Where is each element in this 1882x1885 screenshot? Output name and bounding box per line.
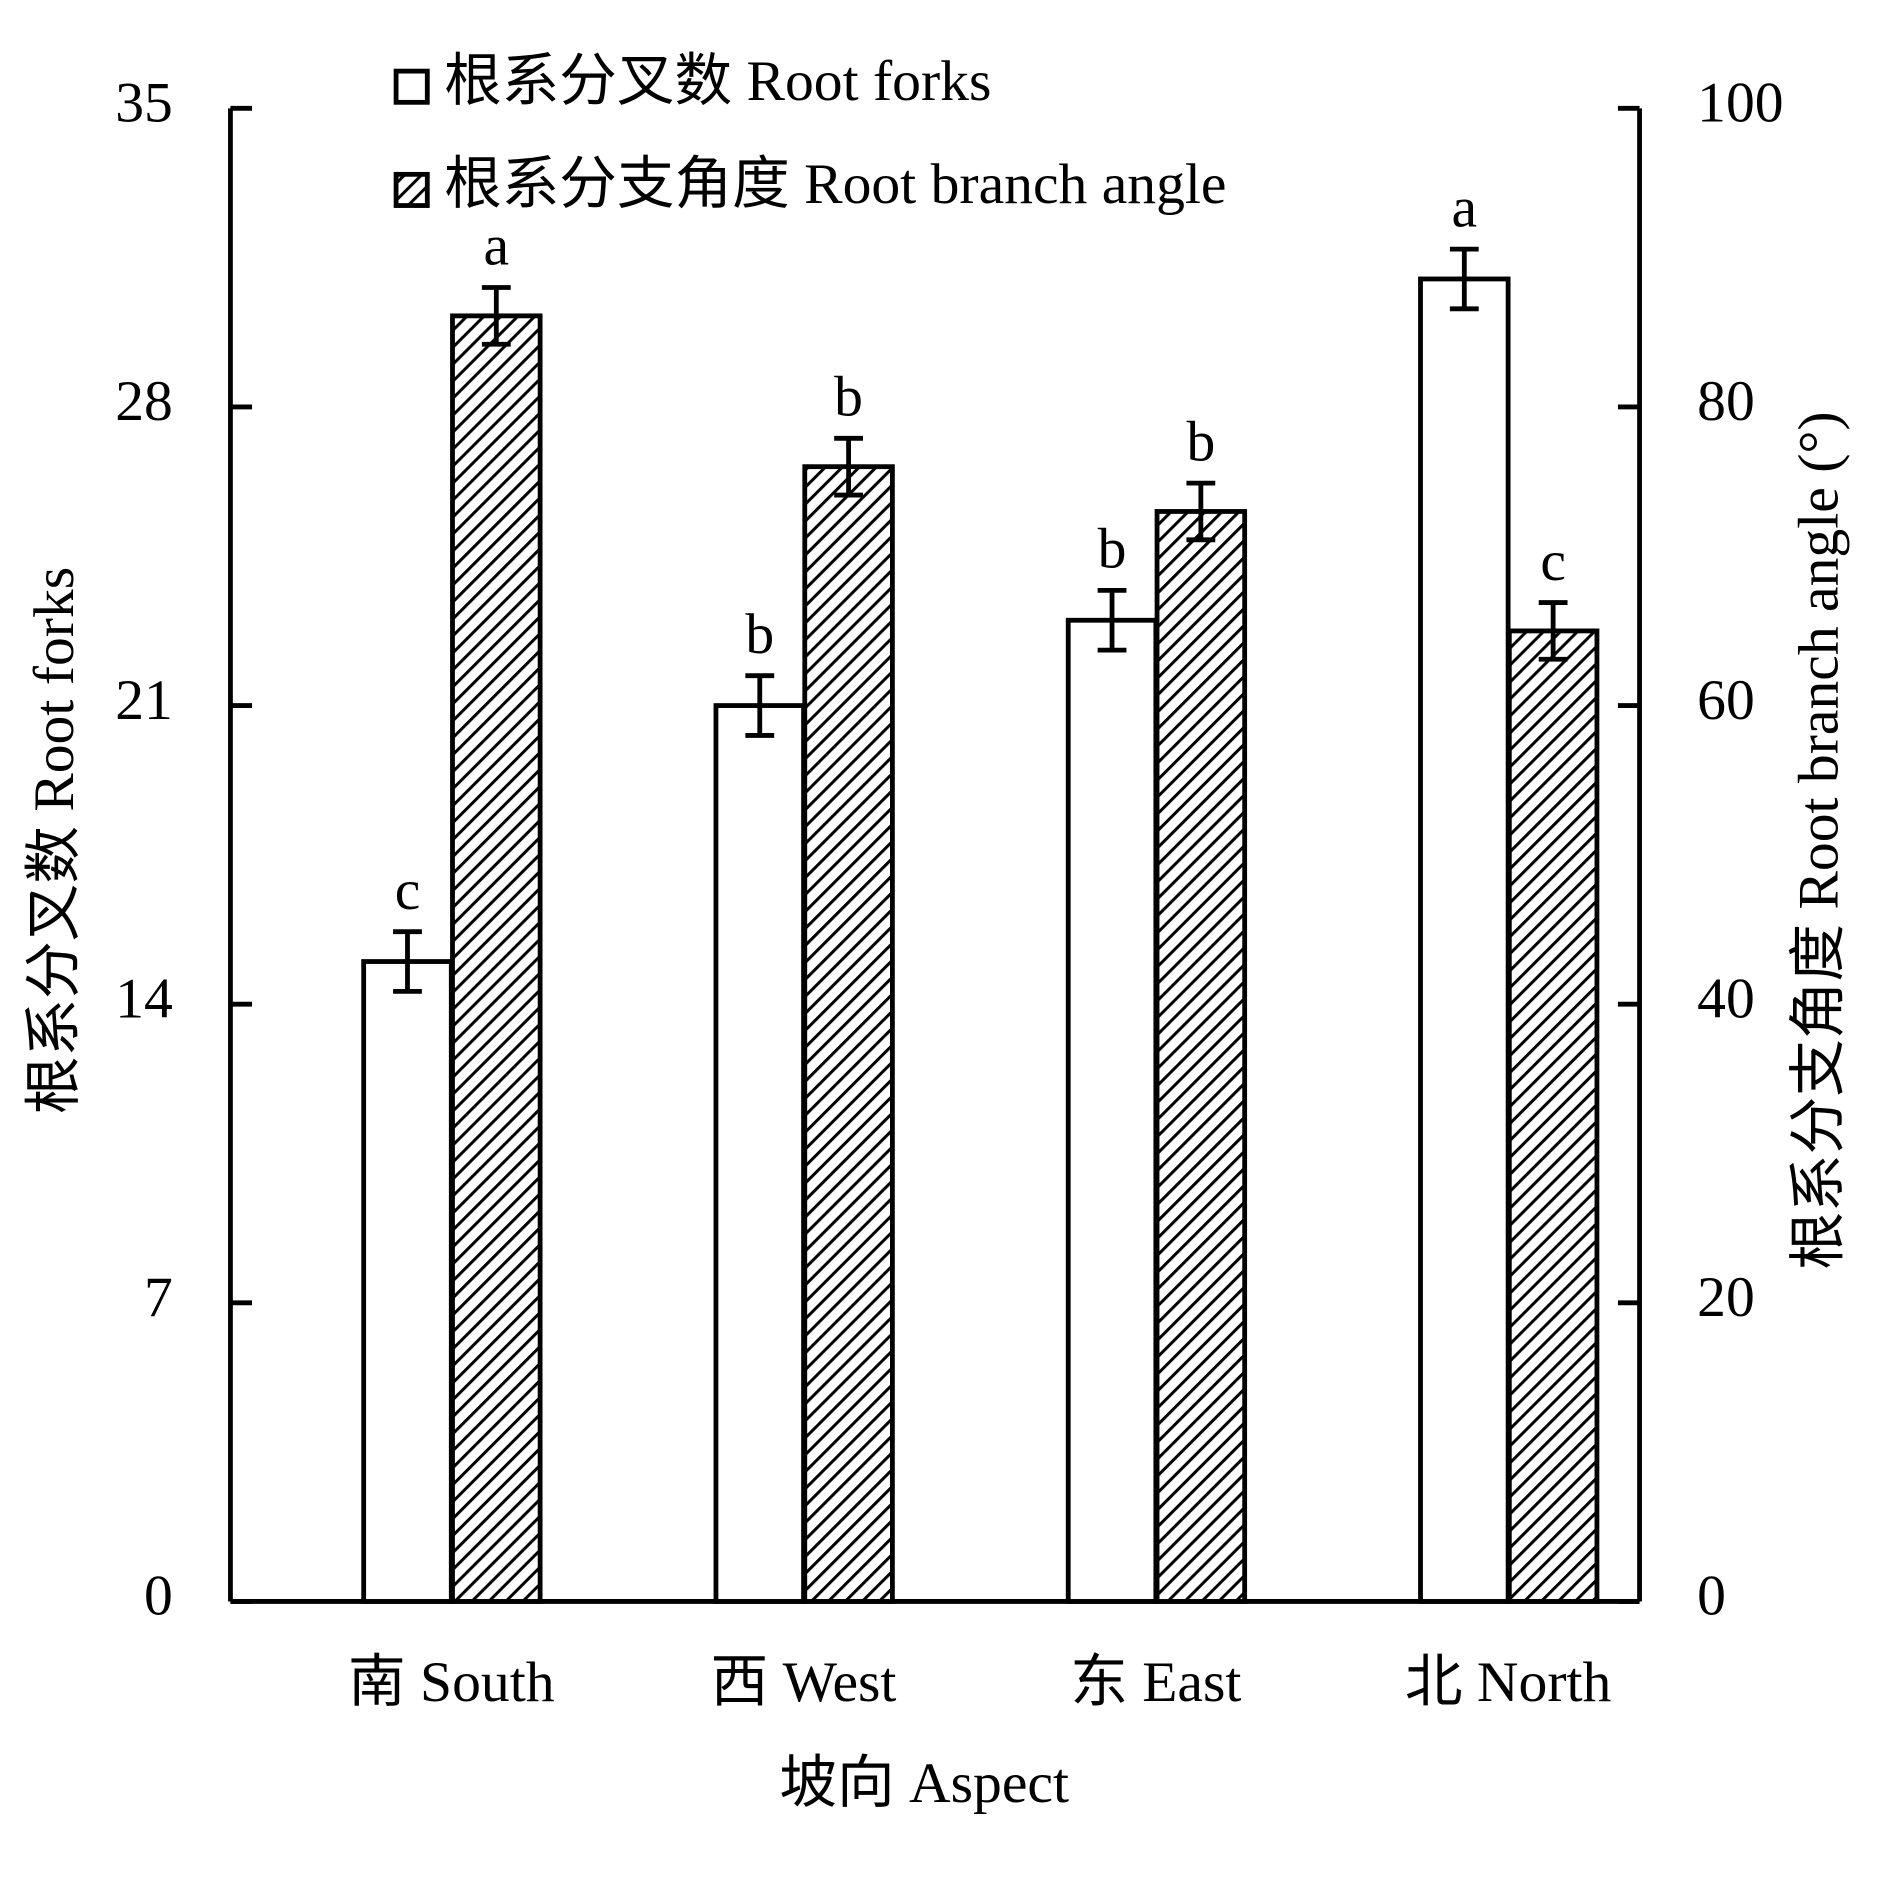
error-bar	[1449, 246, 1479, 312]
significance-letter: b	[1098, 518, 1127, 581]
y2-tick-label: 40	[1697, 967, 1755, 1030]
significance-letter: a	[1452, 176, 1478, 239]
significance-letter: b	[745, 603, 774, 666]
error-bar	[834, 435, 863, 498]
bar	[713, 703, 806, 1604]
x-tick-label: 西 West	[711, 1651, 897, 1714]
error-bar	[1097, 587, 1127, 653]
y-tick-label: 21	[115, 669, 173, 732]
y2-tick-label: 20	[1697, 1266, 1755, 1329]
y2-tick-label: 100	[1697, 72, 1783, 135]
significance-letter: b	[1186, 410, 1215, 473]
y-tick-label: 0	[144, 1565, 173, 1628]
y-tick-label: 14	[115, 967, 173, 1030]
significance-letter: b	[834, 366, 863, 429]
error-bar	[393, 929, 422, 994]
bar	[361, 959, 454, 1604]
y2-tick-label: 60	[1697, 669, 1755, 732]
legend-label: 根系分叉数 Root forks	[444, 50, 991, 113]
y-axis-title: 根系分叉数 Root forks	[23, 567, 86, 1114]
significance-letter: c	[395, 859, 421, 922]
bar	[1506, 628, 1600, 1604]
y2-tick-label: 80	[1697, 370, 1755, 433]
bar	[1418, 276, 1511, 1604]
bar	[1154, 509, 1248, 1604]
significance-letter: c	[1540, 530, 1566, 593]
y-tick-label: 7	[144, 1266, 173, 1329]
error-bar	[1538, 600, 1568, 662]
x-tick-label: 南 South	[348, 1651, 555, 1714]
legend-swatch	[393, 171, 430, 208]
bar	[450, 313, 543, 1604]
error-bar	[481, 285, 511, 347]
x-tick-label: 东 East	[1070, 1651, 1241, 1714]
y2-tick-label: 0	[1697, 1565, 1726, 1628]
bar	[802, 464, 895, 1604]
legend-swatch	[393, 68, 430, 105]
bar	[1065, 617, 1159, 1604]
significance-letter: a	[484, 215, 510, 278]
error-bar	[1186, 480, 1216, 543]
y-tick-label: 28	[115, 370, 173, 433]
y2-axis-title: 根系分支角度 Root branch angle (°)	[1788, 411, 1851, 1269]
y-tick-label: 35	[115, 72, 173, 135]
x-tick-label: 北 North	[1405, 1651, 1612, 1714]
legend-label: 根系分支角度 Root branch angle	[444, 153, 1226, 216]
x-axis-title: 坡向 Aspect	[779, 1752, 1069, 1815]
error-bar	[745, 673, 775, 738]
